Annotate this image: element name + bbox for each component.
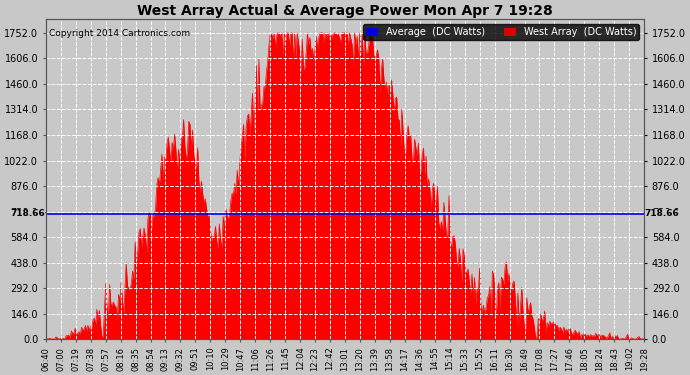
Text: 718.66: 718.66	[644, 209, 680, 218]
Text: Copyright 2014 Cartronics.com: Copyright 2014 Cartronics.com	[49, 29, 190, 38]
Title: West Array Actual & Average Power Mon Apr 7 19:28: West Array Actual & Average Power Mon Ap…	[137, 4, 553, 18]
Legend: Average  (DC Watts), West Array  (DC Watts): Average (DC Watts), West Array (DC Watts…	[364, 24, 640, 40]
Text: 718.66: 718.66	[10, 209, 46, 218]
